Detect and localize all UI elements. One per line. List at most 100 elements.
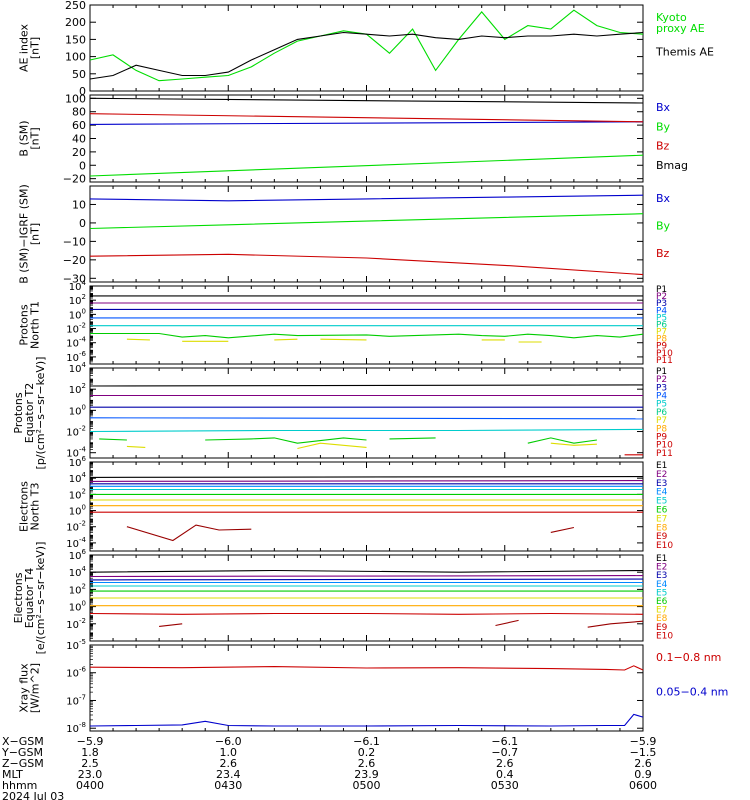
panel-3-ytick-label: −20 — [63, 254, 86, 267]
panel-1-frame — [89, 4, 644, 92]
panel-6-ylabel: Electrons — [18, 481, 31, 532]
panel-5-series-10 — [126, 445, 146, 448]
panel-7-series-2 — [89, 575, 644, 578]
panel-5-legend-entry: P5 — [656, 400, 667, 410]
panel-6-frame — [89, 461, 644, 552]
panel-7-series-10 — [159, 623, 183, 627]
xaxis-row-value: 0500 — [353, 779, 381, 792]
xaxis-row-value: −6.1 — [491, 735, 518, 748]
panel-7-ytick-label: 104 — [69, 565, 87, 579]
panel-2-series-1 — [89, 121, 644, 125]
xaxis-row-value: 23.0 — [78, 768, 103, 781]
panel-4-legend-entry: P2 — [656, 292, 667, 302]
panel-7-ytick-label: 10-2 — [66, 617, 86, 631]
panel-2-frame — [89, 94, 644, 183]
panel-5-ytick-label: 102 — [69, 382, 86, 396]
panel-5-legend-entry: P4 — [656, 392, 667, 402]
panel-6-ytick-label: 104 — [69, 471, 87, 485]
panel-7-series-3 — [89, 578, 644, 581]
panel-7-legend-entry: E5 — [656, 588, 667, 598]
xaxis-row-value: 1.8 — [81, 746, 99, 759]
panel-5-legend-entry: P7 — [656, 416, 667, 426]
panel-6-legend-entry: E3 — [656, 479, 667, 489]
panel-4-legend-entry: P1 — [656, 285, 667, 295]
panel-3-series-1 — [89, 194, 644, 202]
xaxis-row-value: 23.9 — [354, 768, 379, 781]
panel-7-legend-entry: E6 — [656, 597, 668, 607]
xaxis-row-value: −6.0 — [215, 735, 242, 748]
panel-6-legend-entry: E8 — [656, 523, 668, 533]
panel-3-ytick-label: 0 — [79, 217, 86, 230]
xaxis-row-value: 2.5 — [81, 757, 99, 770]
panel-2-legend-entry: By — [656, 120, 671, 133]
panel-3-series-3 — [89, 253, 644, 276]
panel-8-ytick-label: 10-5 — [66, 638, 86, 652]
panel-2-ylabel: B (SM) — [18, 120, 31, 156]
xaxis-row-label: MLT — [2, 768, 23, 781]
panel-3-legend-entry: Bz — [656, 247, 670, 260]
panel-1-legend-entry: Themis AE — [655, 45, 714, 58]
xaxis-row-value: 0.4 — [496, 768, 514, 781]
panel-2-series-4 — [89, 97, 644, 104]
panel-5-ytick-label: 10-4 — [66, 446, 86, 460]
panel-8-frame — [89, 644, 644, 732]
panel-6-legend-entry: E2 — [656, 470, 667, 480]
panel-5-series-1 — [89, 384, 644, 387]
panel-2-ytick-label: 80 — [72, 106, 86, 119]
panel-7-legend-entry: E1 — [656, 554, 667, 564]
panel-4-legend-entry: P10 — [656, 349, 673, 359]
panel-1-ytick-label: 200 — [65, 16, 86, 29]
panel-6-ytick-label: 106 — [69, 455, 87, 469]
panel-4-legend-entry: P4 — [656, 306, 667, 316]
panel-1-series-2 — [89, 31, 644, 80]
xaxis-row-value: 2.6 — [220, 757, 238, 770]
panel-2-ytick-label: −20 — [63, 173, 86, 186]
panel-7-ylabel: [e/(cm²−s−sr−keV)] — [34, 542, 47, 655]
xaxis-row-value: 2.6 — [496, 757, 514, 770]
panel-2-ytick-label: 0 — [79, 159, 86, 172]
panel-5-series-5 — [89, 428, 644, 433]
panel-4-series-10 — [320, 338, 367, 341]
panel-2-ytick-label: 100 — [65, 92, 86, 105]
panel-5-legend-entry: P10 — [656, 441, 673, 451]
panel-5-legend-entry: P11 — [656, 449, 673, 459]
panel-4-legend-entry: P9 — [656, 342, 667, 352]
panel-3-ytick-label: −30 — [63, 272, 86, 285]
xaxis-row-value: 0600 — [629, 779, 657, 792]
panel-8-legend-entry: 0.05−0.4 nm — [656, 685, 728, 698]
panel-5-ytick-label: 10-2 — [66, 425, 86, 439]
panel-2-ytick-label: 40 — [72, 133, 86, 146]
panel-6-ytick-label: 100 — [69, 504, 86, 518]
panel-7-ylabel: Electrons — [12, 572, 25, 623]
panel-6-series-1 — [89, 476, 644, 478]
panel-8-ytick-label: 10-7 — [66, 693, 86, 707]
panel-5-ylabel: [p/(cm²−s−sr−keV)] — [34, 357, 47, 470]
xaxis-row-value: 2.6 — [634, 757, 652, 770]
panel-4-legend-entry: P5 — [656, 313, 667, 323]
panel-2-ytick-label: 20 — [72, 146, 86, 159]
panel-6-ytick-label: 10-4 — [66, 536, 86, 550]
xaxis-row-label: Y−GSM — [1, 746, 43, 759]
panel-2-series-2 — [89, 154, 644, 177]
panel-5-ytick-label: 104 — [69, 361, 87, 375]
xaxis-row-value: −1.5 — [630, 746, 657, 759]
panel-5-legend-entry: P8 — [656, 424, 667, 434]
panel-7-legend-entry: E7 — [656, 606, 667, 616]
panel-1-ytick-label: 100 — [65, 51, 86, 64]
panel-5-ylabel: Protons — [12, 392, 25, 433]
panel-4-ytick-label: 10-2 — [66, 322, 86, 336]
panel-1-ytick-label: 50 — [72, 68, 86, 81]
panel-2-ytick-label: 60 — [72, 119, 86, 132]
xaxis-row-value: 0400 — [76, 779, 104, 792]
panel-2-legend-entry: Bz — [656, 140, 670, 153]
panel-2-legend-entry: Bmag — [656, 159, 688, 172]
panel-3-legend-entry: Bx — [656, 192, 671, 205]
panel-4-ytick-label: 10-4 — [66, 336, 86, 350]
panel-3-ytick-label: −10 — [63, 235, 86, 248]
panel-3-legend-entry: By — [656, 219, 671, 232]
panel-2-series-3 — [89, 113, 644, 123]
panel-7-series-1 — [89, 569, 644, 573]
panel-1-ytick-label: 250 — [65, 0, 86, 12]
